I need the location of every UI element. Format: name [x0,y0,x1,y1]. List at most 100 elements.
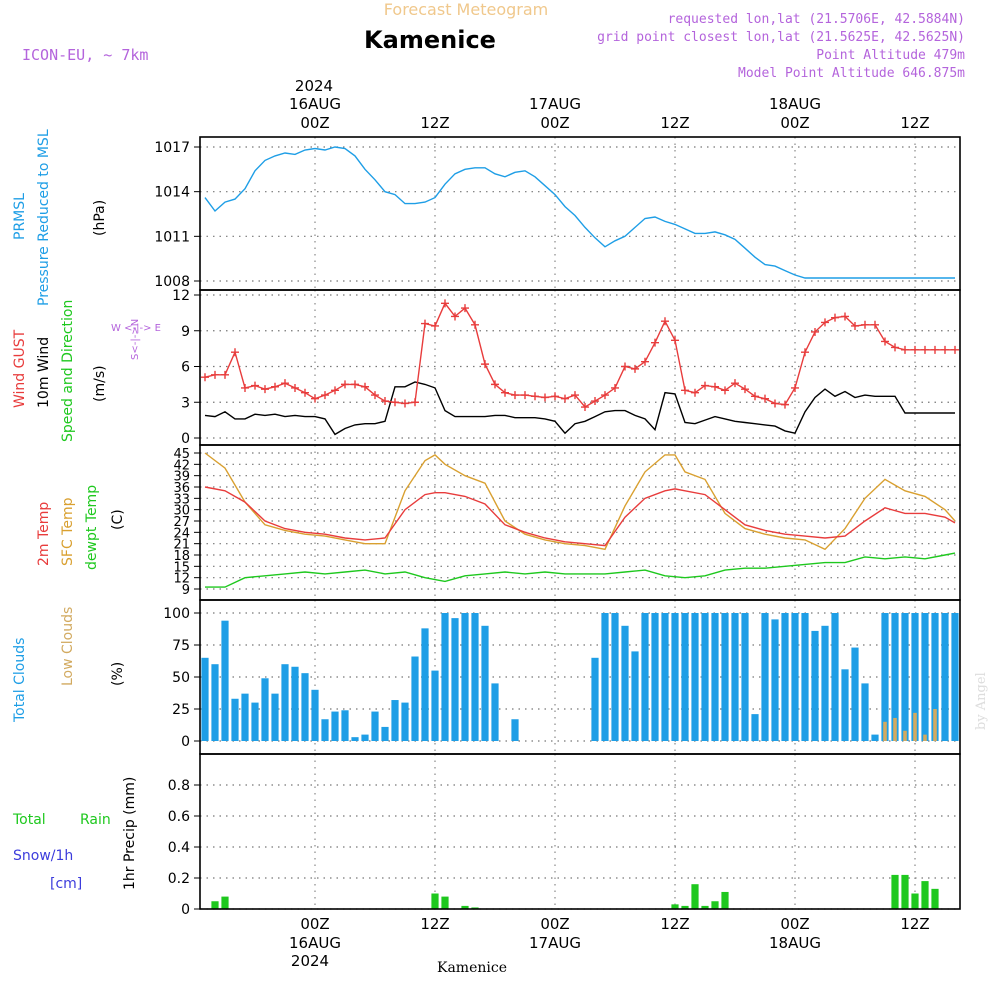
wind-gust-point [421,319,429,328]
total-rain-bar [461,905,469,909]
panel-frames [199,136,961,910]
total-clouds-bar [681,613,689,741]
total-clouds-bar [341,710,349,741]
total-clouds-bar [431,670,439,741]
total-rain-bar [441,896,449,909]
bottom-year-label: 2024 [291,952,329,970]
wind-gust-point [711,382,719,391]
y-tick-label: 100 [163,606,190,622]
temp-unit: (C) [110,509,126,530]
wind-gust-point [911,345,919,354]
wind-gust-point [951,345,959,354]
compass-horizontal: W <-|-> E [111,323,161,334]
wind-gust-point [661,317,669,326]
total-clouds-bar [651,613,659,741]
wind-gust-point [591,397,599,406]
wind-gust-point [511,391,519,400]
bottom-hour-label: 12Z [420,915,449,933]
total-clouds-bar [331,711,339,741]
y-tick-label: 0.8 [168,778,190,794]
pressure-unit: (hPa) [92,200,108,236]
footer-location: Kamenice [437,960,507,976]
total-clouds-bar [901,613,909,741]
y-tick-label: 0.6 [168,809,190,825]
total-clouds-bar [351,737,359,741]
wind-gust-point [551,392,559,401]
y-tick-label: 6 [181,360,190,376]
top-hour-label: 00Z [300,114,329,132]
y-tick-label: 1008 [154,274,190,290]
wind-gust-point [211,370,219,379]
total-rain-bar [931,888,939,909]
total-clouds-bar [751,714,759,741]
total-rain-bar [701,905,709,909]
total-clouds-bar [661,613,669,741]
wind-gust-point [491,380,499,389]
y-tick-label: 0.4 [168,840,190,856]
cloud-labels: Total Clouds Low Clouds (%) [12,607,126,723]
total-clouds-bar [711,613,719,741]
low-clouds-bar [893,717,897,741]
wind-gust-point [881,337,889,346]
wind-10m-series-line [204,381,955,436]
total-clouds-bar [311,689,319,741]
total-rain-bar [721,891,729,909]
precip-cm-label: [cm] [50,876,82,892]
wind-gust-point [861,320,869,329]
total-clouds-bar [371,711,379,741]
wind-gust-point [691,388,699,397]
wind-gust-point [531,392,539,401]
total-clouds-bar [761,613,769,741]
y-tick-label: 27 [173,515,190,530]
wind-gust-point [331,386,339,395]
total-clouds-bar [701,613,709,741]
total-clouds-bar [381,726,389,741]
wind-gust-point [671,336,679,345]
y-tick-label: 24 [173,526,190,541]
total-clouds-bar [201,657,209,741]
total-clouds-bar [851,647,859,741]
total-clouds-bar [241,693,249,741]
total-clouds-bar [281,664,289,741]
bottom-date-label: 16AUG [289,934,341,952]
panel-frame [199,289,961,446]
wind-gust-point [811,327,819,336]
wind-gust-point [461,304,469,313]
y-tick-label: 1017 [154,140,190,156]
wind-gust-point [221,370,229,379]
total-clouds-bar [691,613,699,741]
precip-total-label: Total [12,812,46,828]
wind-gust-point [471,320,479,329]
wind-gust-point [571,391,579,400]
total-clouds-bar [951,613,959,741]
closest-coords: grid point closest lon,lat (21.5625E, 42… [597,30,965,45]
wind-gust-point [891,343,899,352]
total-clouds-bar [641,613,649,741]
total-clouds-bar [591,657,599,741]
total-rain-bar [901,874,909,909]
y-tick-label: 18 [173,549,190,564]
wind-gust-point [681,386,689,395]
total-clouds-bar [941,613,949,741]
wind-gust-label: Wind GUST [12,329,28,408]
top-hour-label: 00Z [780,114,809,132]
y-tick-label: 0 [181,431,190,447]
wind-10m-label: 10m Wind [36,337,52,408]
panel-frame [199,753,961,910]
total-clouds-bar [411,656,419,741]
wind-gust-point [721,386,729,395]
total-clouds-bar [881,613,889,741]
total-clouds-bar [811,630,819,741]
total-rain-bar [911,893,919,909]
total-rain-bar [681,905,689,909]
wind-gust-point [601,391,609,400]
wind-gust-point [231,348,239,357]
total-clouds-bar [791,613,799,741]
top-date-label: 16AUG [289,95,341,113]
wind-gust-point [761,394,769,403]
wind-gust-point [751,392,759,401]
wind-gust-point [831,313,839,322]
total-clouds-bar [451,618,459,741]
top-hour-label: 12Z [420,114,449,132]
wind-gust-point [701,381,709,390]
